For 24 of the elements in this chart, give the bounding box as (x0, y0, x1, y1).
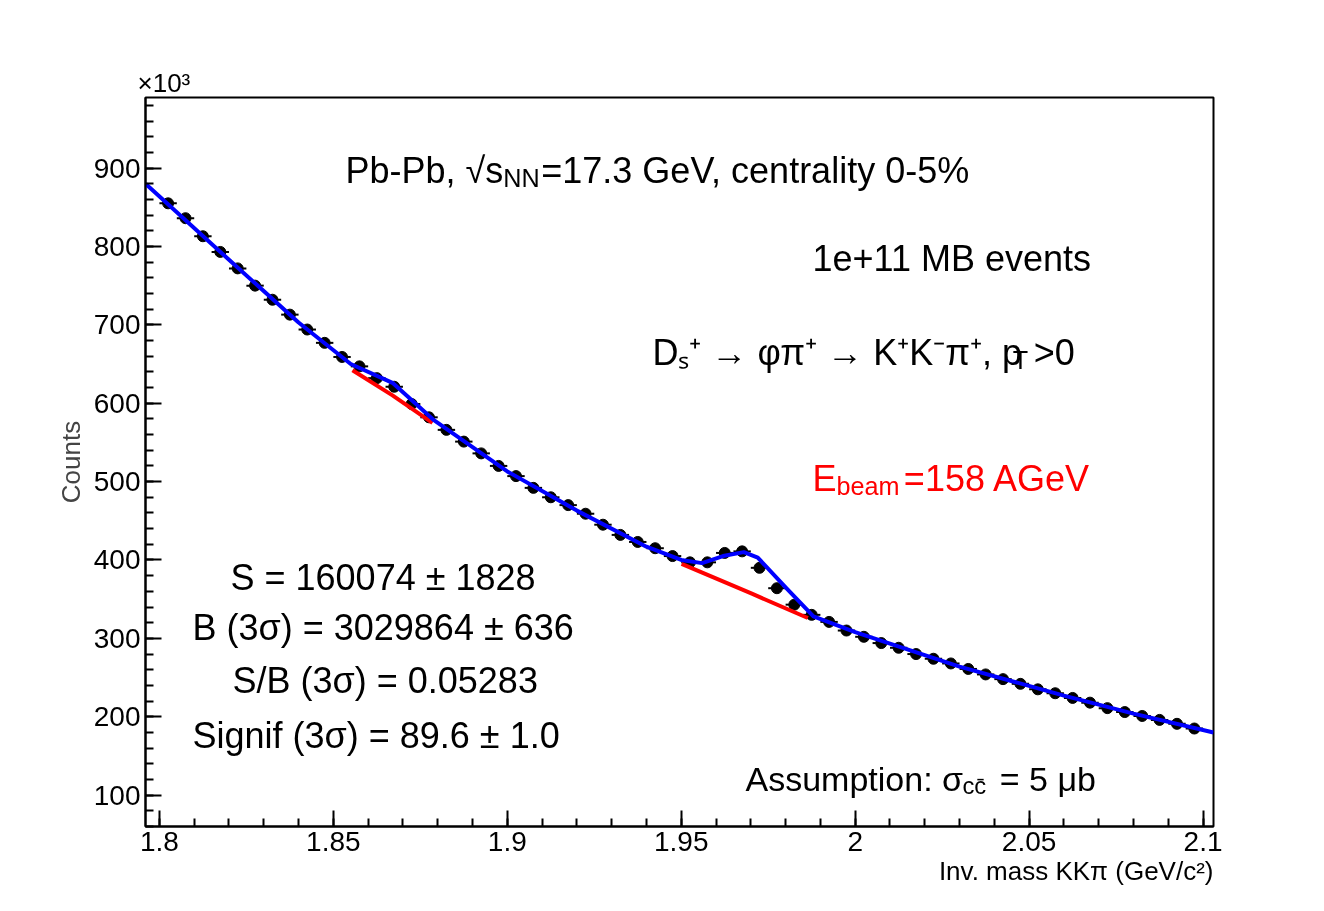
y-axis-title: Counts (55, 420, 86, 504)
annotation: S = 160074 ± 1828 (230, 557, 536, 598)
y-tick-label: 100 (93, 779, 141, 811)
x-tick-label: 1.85 (306, 825, 361, 857)
y-tick-label: 400 (93, 544, 141, 576)
y-tick-label: 800 (93, 230, 141, 262)
y-tick-label: 900 (93, 152, 141, 184)
x-tick-label: 1.8 (139, 825, 179, 857)
y-tick-label: 500 (93, 466, 141, 498)
annotation: Signif (3σ) = 89.6 ± 1.0 (192, 715, 560, 756)
x-tick-label: 1.9 (487, 825, 527, 857)
x-tick-label: 2.1 (1183, 825, 1223, 857)
x-tick-label: 1.95 (653, 825, 709, 857)
y-tick-label: 200 (93, 701, 141, 733)
y-tick-label: 600 (93, 387, 141, 419)
y-tick-label: 300 (93, 622, 141, 654)
x-tick-label: 2.05 (1001, 825, 1057, 857)
y-tick-label: 700 (93, 309, 141, 341)
annotation: B (3σ) = 3029864 ± 636 (192, 607, 574, 648)
annotation: S/B (3σ) = 0.05283 (232, 660, 538, 701)
annotation: 1e+11 MB events (812, 238, 1092, 279)
x-tick-label: 2 (847, 825, 863, 857)
text: ×10³ (137, 67, 191, 98)
x-axis-title: Inv. mass KKπ (GeV/c²) (938, 855, 1214, 886)
